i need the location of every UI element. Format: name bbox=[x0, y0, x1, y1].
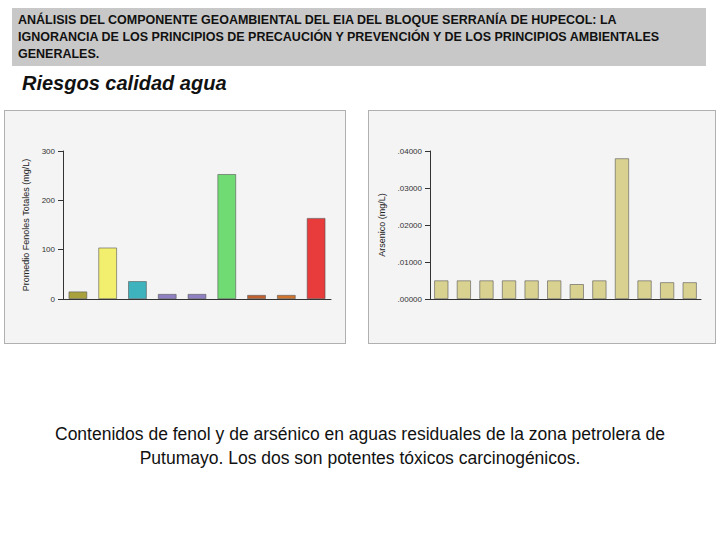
svg-text:100: 100 bbox=[42, 245, 56, 254]
svg-text:.01000: .01000 bbox=[398, 258, 423, 267]
svg-text:.03000: .03000 bbox=[398, 184, 423, 193]
html-text:Contenidos de fenol y de arsén: Contenidos de fenol y de arsénico en agu… bbox=[55, 424, 665, 468]
svg-text:.02000: .02000 bbox=[398, 221, 423, 230]
svg-text:0: 0 bbox=[51, 295, 56, 304]
svg-text:Promedio Fenoles Totales (mg/L: Promedio Fenoles Totales (mg/L) bbox=[21, 159, 31, 291]
svg-text:.04000: .04000 bbox=[398, 147, 423, 156]
svg-text:300: 300 bbox=[42, 147, 56, 156]
svg-text:.00000: .00000 bbox=[398, 295, 423, 304]
html-text:ANÁLISIS DEL COMPONENTE GEOAMB: ANÁLISIS DEL COMPONENTE GEOAMBIENTAL DEL… bbox=[18, 13, 660, 61]
html-text:Riesgos calidad agua: Riesgos calidad agua bbox=[22, 72, 227, 94]
svg-text:Arsenico (mg/L): Arsenico (mg/L) bbox=[377, 193, 387, 257]
svg-text:200: 200 bbox=[42, 196, 56, 205]
